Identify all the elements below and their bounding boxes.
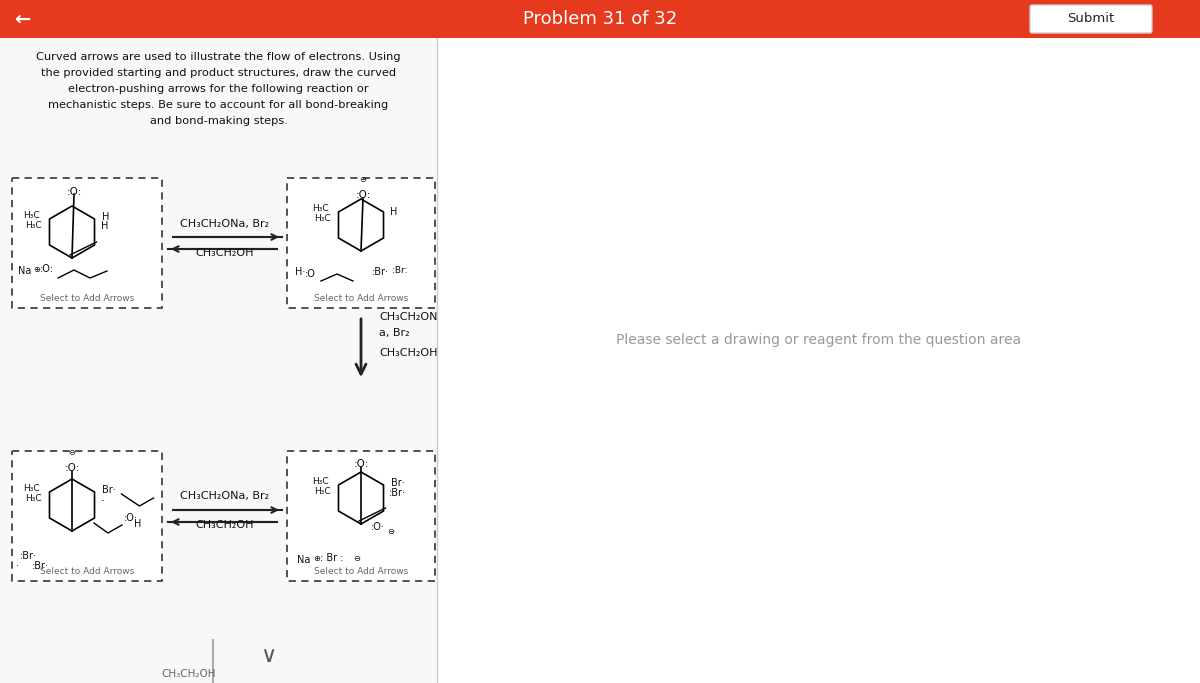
Text: H: H	[134, 519, 142, 529]
Text: :O:: :O:	[353, 459, 368, 469]
Text: the provided starting and product structures, draw the curved: the provided starting and product struct…	[41, 68, 396, 78]
Text: Br·: Br·	[102, 485, 115, 495]
Text: H₃C: H₃C	[312, 204, 329, 213]
Text: ··: ··	[100, 498, 104, 504]
Text: Select to Add Arrows: Select to Add Arrows	[40, 294, 134, 303]
Text: H₃C: H₃C	[23, 484, 40, 493]
Text: H₃C: H₃C	[314, 487, 331, 496]
FancyBboxPatch shape	[287, 178, 436, 308]
Text: CH₃CH₂ON: CH₃CH₂ON	[379, 312, 438, 322]
Text: :O:: :O:	[66, 187, 82, 197]
Text: and bond-making steps.: and bond-making steps.	[150, 116, 288, 126]
Text: H·: H·	[295, 267, 305, 277]
Text: H₃C: H₃C	[25, 221, 42, 230]
Text: :O:: :O:	[65, 463, 79, 473]
Text: Na: Na	[18, 266, 31, 276]
Text: Select to Add Arrows: Select to Add Arrows	[314, 567, 408, 576]
Text: ⊖: ⊖	[68, 448, 76, 457]
FancyBboxPatch shape	[287, 451, 436, 581]
Text: ⊖: ⊖	[386, 527, 394, 536]
Text: ·: ·	[16, 561, 19, 571]
Text: Br·: Br·	[391, 478, 404, 488]
FancyBboxPatch shape	[12, 178, 162, 308]
Text: :O: :O	[305, 269, 316, 279]
Text: ⊖: ⊖	[360, 175, 366, 184]
Text: :Br·: :Br·	[389, 488, 406, 498]
Text: H: H	[390, 207, 397, 217]
Text: CH₃CH₂OH: CH₃CH₂OH	[196, 520, 254, 530]
Text: Submit: Submit	[1067, 12, 1115, 25]
Text: :Br·: :Br·	[32, 561, 49, 571]
Text: :O·: :O·	[124, 513, 138, 523]
Text: CH₃CH₂ONa, Br₂: CH₃CH₂ONa, Br₂	[180, 491, 270, 501]
Text: :O·: :O·	[371, 522, 385, 532]
Text: ⊕: ⊕	[313, 554, 320, 563]
Text: ⊖: ⊖	[353, 554, 360, 563]
Bar	[0, 0, 1200, 38]
Bar	[0, 38, 437, 683]
Text: Please select a drawing or reagent from the question area: Please select a drawing or reagent from …	[616, 333, 1021, 347]
Text: H₃C: H₃C	[314, 214, 331, 223]
Text: CH₃CH₂ONa, Br₂: CH₃CH₂ONa, Br₂	[180, 219, 270, 229]
Text: CH₃CH₂OH: CH₃CH₂OH	[196, 248, 254, 258]
Text: :Br·: :Br·	[372, 267, 389, 277]
FancyBboxPatch shape	[12, 451, 162, 581]
Text: H₃C: H₃C	[25, 494, 42, 503]
Text: a, Br₂: a, Br₂	[379, 328, 409, 338]
Text: :O:: :O:	[40, 264, 54, 274]
FancyBboxPatch shape	[1030, 5, 1152, 33]
Text: electron-pushing arrows for the following reaction or: electron-pushing arrows for the followin…	[68, 84, 368, 94]
Text: Curved arrows are used to illustrate the flow of electrons. Using: Curved arrows are used to illustrate the…	[36, 52, 401, 62]
Text: H₃C: H₃C	[23, 211, 40, 220]
Text: Problem 31 of 32: Problem 31 of 32	[523, 10, 677, 28]
Text: :O:: :O:	[355, 190, 371, 200]
Text: :Br·: :Br·	[20, 551, 37, 561]
Text: : Br :: : Br :	[320, 553, 343, 563]
Text: H₃C: H₃C	[312, 477, 329, 486]
Text: CH₃CH₂OH: CH₃CH₂OH	[161, 669, 216, 679]
Text: CH₃CH₂OH: CH₃CH₂OH	[379, 348, 438, 358]
Text: mechanistic steps. Be sure to account for all bond-breaking: mechanistic steps. Be sure to account fo…	[48, 100, 389, 110]
Text: :Br:: :Br:	[392, 266, 408, 275]
Text: H: H	[101, 221, 108, 231]
Text: ←: ←	[14, 10, 30, 29]
Text: ∨: ∨	[260, 646, 277, 666]
Text: Select to Add Arrows: Select to Add Arrows	[40, 567, 134, 576]
Text: H: H	[102, 212, 109, 222]
Text: ⊕: ⊕	[34, 265, 40, 274]
Text: Select to Add Arrows: Select to Add Arrows	[314, 294, 408, 303]
Text: Na: Na	[298, 555, 311, 565]
